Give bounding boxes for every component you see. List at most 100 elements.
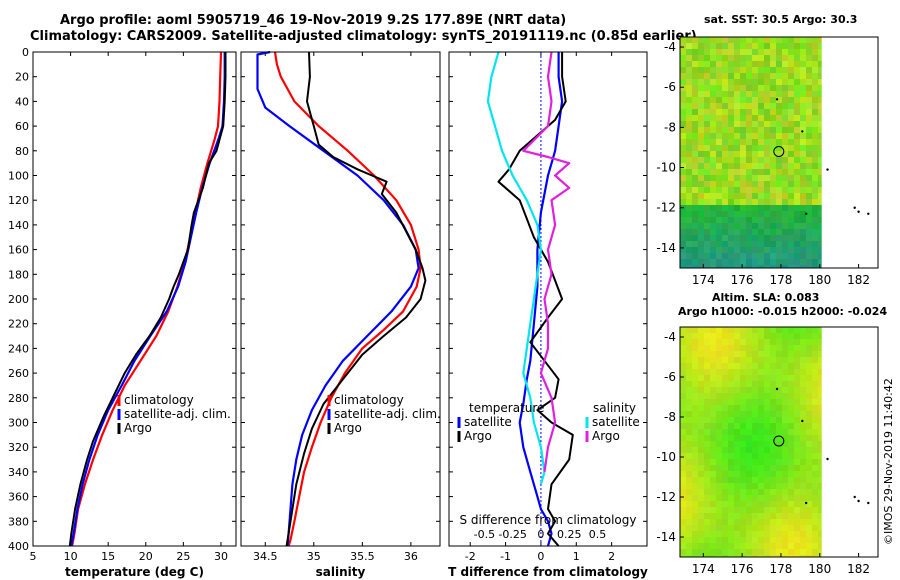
- heatmap-cell: [818, 115, 822, 121]
- heatmap-cell: [794, 537, 800, 543]
- heatmap-cell: [752, 519, 758, 525]
- salinity-tick-label: -0.5: [474, 528, 495, 541]
- heatmap-cell: [770, 163, 776, 169]
- heatmap-cell: [770, 369, 776, 375]
- heatmap-cell: [746, 187, 752, 193]
- heatmap-cell: [692, 495, 698, 501]
- heatmap-cell: [722, 115, 728, 121]
- heatmap-cell: [728, 97, 734, 103]
- heatmap-cell: [722, 513, 728, 519]
- heatmap-cell: [704, 519, 710, 525]
- heatmap-cell: [800, 61, 806, 67]
- heatmap-cell: [812, 139, 818, 145]
- heatmap-cell: [680, 121, 686, 127]
- heatmap-cell: [704, 357, 710, 363]
- heatmap-cell: [740, 375, 746, 381]
- heatmap-cell: [728, 115, 734, 121]
- heatmap-cell: [692, 205, 698, 211]
- heatmap-cell: [764, 333, 770, 339]
- heatmap-cell: [782, 193, 788, 199]
- heatmap-cell: [776, 339, 782, 345]
- heatmap-cell: [782, 211, 788, 217]
- heatmap-cell: [686, 67, 692, 73]
- series-line-temperature-satellite: [518, 52, 564, 547]
- heatmap-cell: [794, 211, 800, 217]
- heatmap-cell: [698, 441, 704, 447]
- heatmap-cell: [716, 447, 722, 453]
- heatmap-cell: [776, 369, 782, 375]
- heatmap-cell: [692, 43, 698, 49]
- heatmap-cell: [746, 555, 752, 557]
- heatmap-cell: [758, 327, 764, 333]
- heatmap-cell: [728, 205, 734, 211]
- map-lon-label: 182: [847, 562, 870, 576]
- heatmap-cell: [728, 459, 734, 465]
- legend-entry: satellite: [464, 415, 512, 429]
- heatmap-cell: [692, 387, 698, 393]
- heatmap-cell: [800, 549, 806, 555]
- depth-tick-label: 400: [8, 540, 29, 553]
- heatmap-cell: [734, 37, 740, 43]
- heatmap-cell: [812, 253, 818, 259]
- heatmap-cell: [794, 369, 800, 375]
- heatmap-cell: [746, 537, 752, 543]
- heatmap-cell: [704, 241, 710, 247]
- heatmap-cell: [788, 187, 794, 193]
- heatmap-cell: [692, 199, 698, 205]
- heatmap-cell: [722, 363, 728, 369]
- heatmap-cell: [770, 115, 776, 121]
- heatmap-cell: [776, 181, 782, 187]
- heatmap-cell: [782, 387, 788, 393]
- heatmap-cell: [770, 223, 776, 229]
- heatmap-cell: [794, 199, 800, 205]
- heatmap-cell: [764, 513, 770, 519]
- heatmap-cell: [812, 531, 818, 537]
- heatmap-cell: [680, 67, 686, 73]
- heatmap-cell: [698, 519, 704, 525]
- heatmap-cell: [752, 139, 758, 145]
- heatmap-cell: [776, 477, 782, 483]
- depth-tick-label: 20: [15, 71, 29, 84]
- heatmap-cell: [686, 229, 692, 235]
- heatmap-cell: [818, 369, 822, 375]
- heatmap-cell: [752, 55, 758, 61]
- heatmap-cell: [764, 253, 770, 259]
- heatmap-cell: [800, 351, 806, 357]
- heatmap-cell: [812, 513, 818, 519]
- heatmap-cell: [692, 85, 698, 91]
- island-dot: [804, 212, 808, 215]
- heatmap-cell: [794, 531, 800, 537]
- heatmap-cell: [812, 211, 818, 217]
- heatmap-cell: [692, 555, 698, 557]
- heatmap-cell: [716, 399, 722, 405]
- heatmap-cell: [764, 375, 770, 381]
- heatmap-cell: [734, 471, 740, 477]
- heatmap-cell: [686, 187, 692, 193]
- heatmap-cell: [764, 49, 770, 55]
- heatmap-cell: [782, 543, 788, 549]
- heatmap-cell: [776, 531, 782, 537]
- heatmap-cell: [698, 229, 704, 235]
- heatmap-cell: [806, 543, 812, 549]
- heatmap-cell: [734, 513, 740, 519]
- heatmap-cell: [752, 387, 758, 393]
- map-lat-label: -14: [656, 530, 676, 544]
- heatmap-cell: [740, 519, 746, 525]
- heatmap-cell: [770, 435, 776, 441]
- heatmap-cell: [800, 205, 806, 211]
- heatmap-cell: [698, 163, 704, 169]
- heatmap-cell: [740, 103, 746, 109]
- x-tick-label: 1: [573, 550, 580, 563]
- heatmap-cell: [800, 489, 806, 495]
- heatmap-cell: [716, 259, 722, 265]
- heatmap-cell: [788, 37, 794, 43]
- heatmap-cell: [746, 247, 752, 253]
- heatmap-cell: [806, 181, 812, 187]
- heatmap-cell: [686, 133, 692, 139]
- heatmap-cell: [812, 387, 818, 393]
- heatmap-cell: [752, 471, 758, 477]
- heatmap-cell: [680, 157, 686, 163]
- heatmap-cell: [722, 495, 728, 501]
- heatmap-cell: [680, 97, 686, 103]
- heatmap-cell: [680, 501, 686, 507]
